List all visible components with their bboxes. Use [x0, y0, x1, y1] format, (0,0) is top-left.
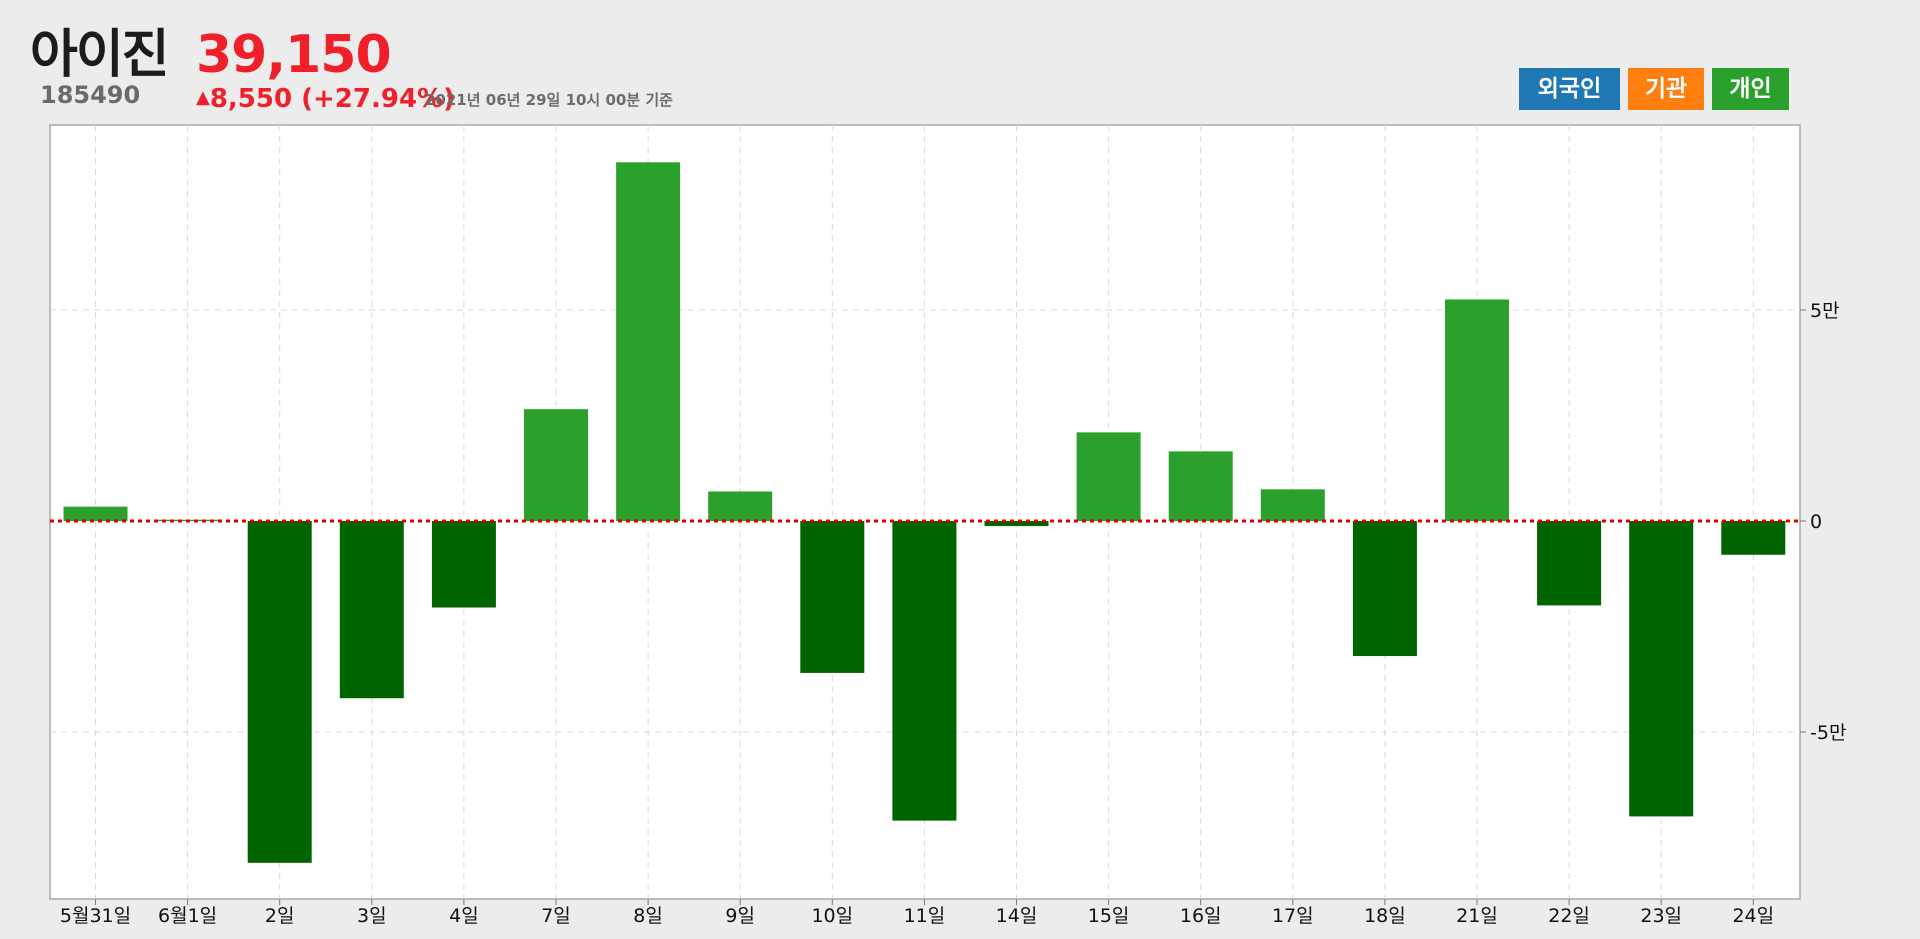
- x-tick-label: 23일: [1640, 905, 1682, 927]
- x-tick-label: 15일: [1088, 905, 1130, 927]
- up-arrow-icon: ▲: [196, 87, 210, 108]
- bar: [800, 521, 865, 673]
- x-tick-label: 3일: [357, 905, 387, 927]
- bar: [1168, 451, 1233, 521]
- x-tick-label: 8일: [633, 905, 663, 927]
- bar: [524, 409, 588, 521]
- bar: [431, 521, 496, 608]
- bar: [984, 521, 1049, 527]
- bars: [63, 162, 1786, 863]
- timestamp: 2021년 06년 29일 10시 00분 기준: [425, 91, 673, 109]
- x-tick-label: 16일: [1180, 905, 1222, 927]
- current-price: 39,150: [196, 25, 392, 85]
- axes: 5월31일 6월1일 2일 3일 4일 7일 8일 9일 10일 11일 14일 15일 16일 17일 1…: [60, 300, 1847, 927]
- stock-name: 아이진: [30, 25, 170, 85]
- stock-code: 185490: [40, 81, 141, 109]
- y-tick-label: -5만: [1810, 722, 1846, 744]
- price-change: ▲8,550 (+27.94%): [196, 83, 455, 114]
- foreign-tab[interactable]: 외국인: [1519, 68, 1620, 110]
- bar: [63, 506, 128, 521]
- bar: [892, 521, 957, 821]
- x-tick-label: 22일: [1548, 905, 1590, 927]
- x-tick-label: 24일: [1732, 905, 1774, 927]
- institution-tab[interactable]: 기관: [1628, 68, 1704, 110]
- x-tick-label: 18일: [1364, 905, 1406, 927]
- x-tick-label: 9일: [725, 905, 755, 927]
- bar: [1537, 521, 1602, 606]
- x-tick-label: 4일: [449, 905, 479, 927]
- y-tick-label: 0: [1810, 511, 1822, 533]
- bar: [339, 521, 404, 699]
- x-tick-label: 10일: [811, 905, 853, 927]
- bar: [1260, 489, 1325, 521]
- price-change-value: 8,550 (+27.94%): [209, 84, 455, 114]
- y-tick-label: 5만: [1810, 300, 1840, 322]
- x-tick-label: 14일: [996, 905, 1038, 927]
- bar: [1352, 521, 1417, 657]
- x-tick-label: 17일: [1272, 905, 1314, 927]
- x-tick-label: 21일: [1456, 905, 1498, 927]
- bar: [1445, 299, 1509, 521]
- bar: [1076, 432, 1141, 521]
- x-tick-label: 5월31일: [60, 905, 131, 927]
- x-tick-label: 7일: [541, 905, 571, 927]
- bar: [247, 521, 312, 863]
- individual-tab[interactable]: 개인: [1712, 68, 1789, 110]
- x-tick-label: 6월1일: [158, 905, 217, 927]
- bar: [616, 162, 681, 522]
- x-tick-label: 11일: [904, 905, 946, 927]
- bar: [1721, 521, 1786, 555]
- x-tick-label: 2일: [265, 905, 295, 927]
- bar: [1629, 521, 1694, 817]
- bar: [708, 491, 773, 521]
